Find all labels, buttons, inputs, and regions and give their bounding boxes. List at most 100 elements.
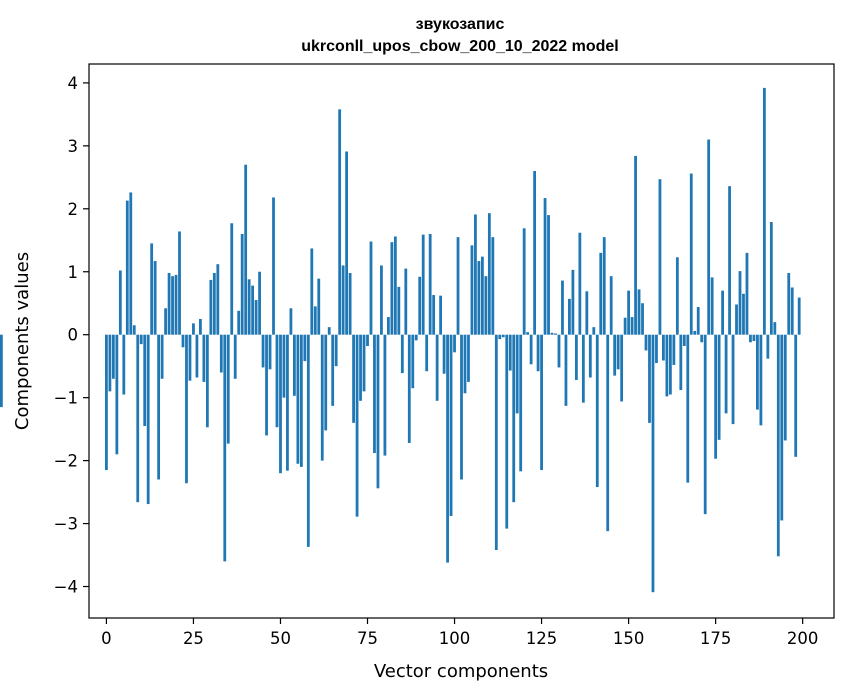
bar: [432, 295, 436, 335]
y-tick-label: 4: [68, 74, 79, 93]
bar: [338, 109, 342, 335]
bar: [111, 334, 115, 379]
bar: [519, 334, 523, 472]
bar: [790, 287, 794, 335]
bar: [564, 334, 568, 406]
plot-frame: [88, 63, 835, 619]
bar: [108, 334, 112, 392]
bar: [226, 334, 230, 444]
chart-title-line-1: звукозапис: [416, 16, 505, 33]
bar: [282, 334, 286, 398]
bar: [411, 334, 415, 389]
bar: [129, 192, 133, 335]
bar: [421, 234, 425, 335]
bar: [463, 334, 467, 394]
bar: [470, 245, 474, 335]
bar: [366, 334, 369, 347]
bar: [668, 334, 672, 395]
bar: [341, 265, 345, 335]
bar: [289, 308, 293, 335]
bar: [310, 248, 314, 335]
bar: [258, 271, 261, 335]
bar: [320, 334, 324, 461]
bar: [352, 334, 355, 423]
bar: [561, 280, 564, 335]
bar: [125, 200, 129, 335]
bar: [390, 242, 394, 335]
bar: [327, 327, 331, 335]
bar: [181, 334, 185, 348]
bar: [491, 237, 495, 335]
bar: [268, 334, 272, 370]
bar: [439, 295, 443, 335]
bar: [139, 334, 143, 345]
bar: [672, 334, 676, 365]
bar: [118, 270, 122, 335]
bar: [293, 334, 296, 396]
bar: [456, 237, 460, 335]
bar: [585, 291, 589, 335]
bar: [634, 155, 637, 335]
x-tick-label: 0: [101, 629, 112, 648]
bar: [606, 334, 610, 532]
bar: [286, 334, 289, 471]
bar: [759, 334, 763, 426]
bar: [686, 334, 690, 483]
bar: [160, 334, 164, 379]
bar: [435, 334, 439, 401]
bar: [641, 303, 644, 335]
x-tick-label: 150: [613, 629, 645, 648]
bar: [731, 334, 735, 425]
bar: [658, 179, 662, 335]
bar: [526, 332, 530, 335]
bar: [157, 334, 161, 480]
bar: [721, 290, 724, 335]
bar: [557, 334, 561, 368]
bars-group: [0, 87, 801, 593]
bar: [752, 334, 756, 341]
y-tick-label: 3: [68, 137, 79, 156]
bar: [167, 273, 171, 335]
bar: [418, 276, 422, 335]
bar: [776, 334, 780, 557]
bar: [630, 317, 634, 335]
bar: [700, 334, 704, 343]
bar: [749, 334, 752, 343]
bar: [581, 334, 585, 403]
bar: [185, 334, 188, 484]
x-tick-label: 175: [700, 629, 732, 648]
bar: [762, 87, 766, 335]
bar: [150, 243, 154, 335]
bar: [369, 241, 373, 335]
y-tick-label: 2: [68, 200, 79, 219]
bar: [769, 222, 773, 335]
bar: [303, 334, 307, 362]
bar: [574, 334, 578, 381]
bar: [446, 334, 449, 563]
bar: [696, 307, 700, 335]
bar: [414, 334, 418, 341]
bar: [202, 334, 206, 382]
bar: [529, 334, 533, 365]
bar: [362, 334, 366, 392]
y-tick-label: 1: [68, 263, 79, 282]
bar: [644, 334, 648, 351]
bar: [313, 306, 317, 335]
bar: [122, 334, 126, 395]
bar: [212, 273, 216, 335]
bar: [188, 334, 192, 381]
bar: [460, 334, 463, 480]
bar: [404, 268, 408, 335]
bar: [620, 334, 624, 402]
bar: [299, 334, 303, 467]
bar: [592, 327, 596, 335]
bar: [331, 334, 335, 406]
y-tick-label: −1: [54, 389, 78, 408]
bar: [272, 197, 275, 335]
bar: [602, 237, 606, 335]
bar: [588, 334, 592, 378]
bar: [383, 334, 387, 456]
bar: [240, 233, 244, 335]
bar: [244, 164, 248, 335]
bar: [192, 323, 195, 335]
